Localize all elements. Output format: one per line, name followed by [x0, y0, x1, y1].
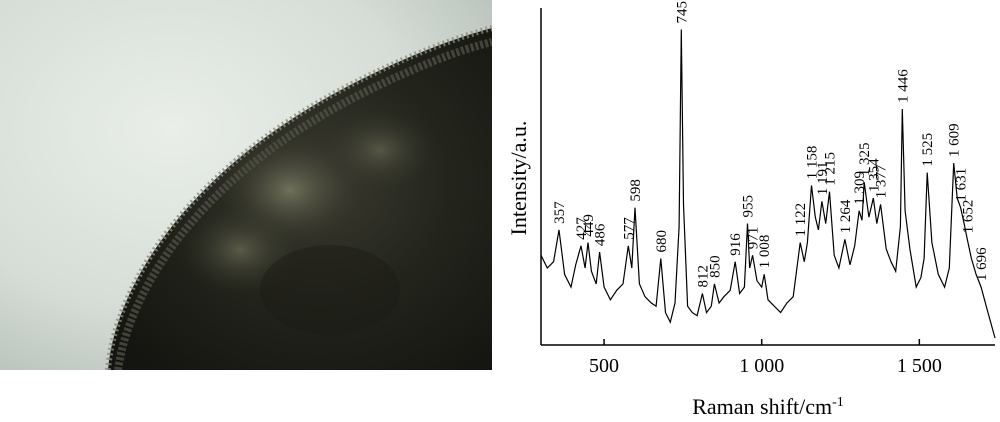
peak-label: 1 696	[974, 247, 990, 281]
peak-label: 427	[574, 217, 590, 240]
peak-label: 577	[621, 217, 637, 240]
peak-label: 486	[593, 223, 609, 246]
peak-label: 598	[628, 179, 644, 202]
peak-label: 680	[654, 230, 670, 253]
peak-label: 1 325	[857, 142, 873, 176]
peak-label: 812	[695, 265, 711, 288]
peak-label: 1 525	[920, 133, 936, 167]
peak-label: 1 652	[960, 200, 976, 234]
x-axis-title-text: Raman shift/cm	[692, 394, 832, 419]
peak-label: 1 191	[815, 162, 831, 196]
x-tick-label: 1 000	[739, 355, 784, 377]
peak-label: 1 609	[947, 123, 963, 157]
x-ticks: 500 1 000 1 500	[589, 339, 942, 377]
peak-label: 1 446	[895, 69, 911, 103]
peak-label: 1 008	[757, 235, 773, 269]
peak-label: 449	[581, 214, 597, 237]
peak-label: 1 122	[793, 203, 809, 237]
peak-label: 357	[552, 201, 568, 224]
peak-label: 1 158	[805, 146, 821, 180]
peak-label: 955	[741, 195, 757, 218]
peak-label: 1 631	[954, 168, 970, 202]
peak-label: 1 215	[823, 152, 839, 186]
peak-label: 971	[746, 227, 762, 250]
peak-label: 1 377	[874, 164, 890, 198]
spectrum-line	[540, 29, 996, 339]
x-tick-label: 500	[589, 355, 619, 377]
peak-label: 1 264	[838, 199, 854, 233]
peak-label: 850	[707, 255, 723, 278]
peak-label: 745	[674, 1, 690, 24]
peak-label: 1 354	[866, 158, 882, 192]
peak-label: 916	[728, 233, 744, 256]
y-axis-title: Intensity/a.u.	[506, 121, 531, 236]
x-tick-label: 1 500	[897, 355, 942, 377]
x-axis-title: Raman shift/cm-1	[692, 394, 844, 419]
x-axis-title-superscript: -1	[832, 395, 844, 410]
peak-label: 1 309	[852, 171, 868, 205]
tissue-micrograph-image	[0, 0, 492, 370]
